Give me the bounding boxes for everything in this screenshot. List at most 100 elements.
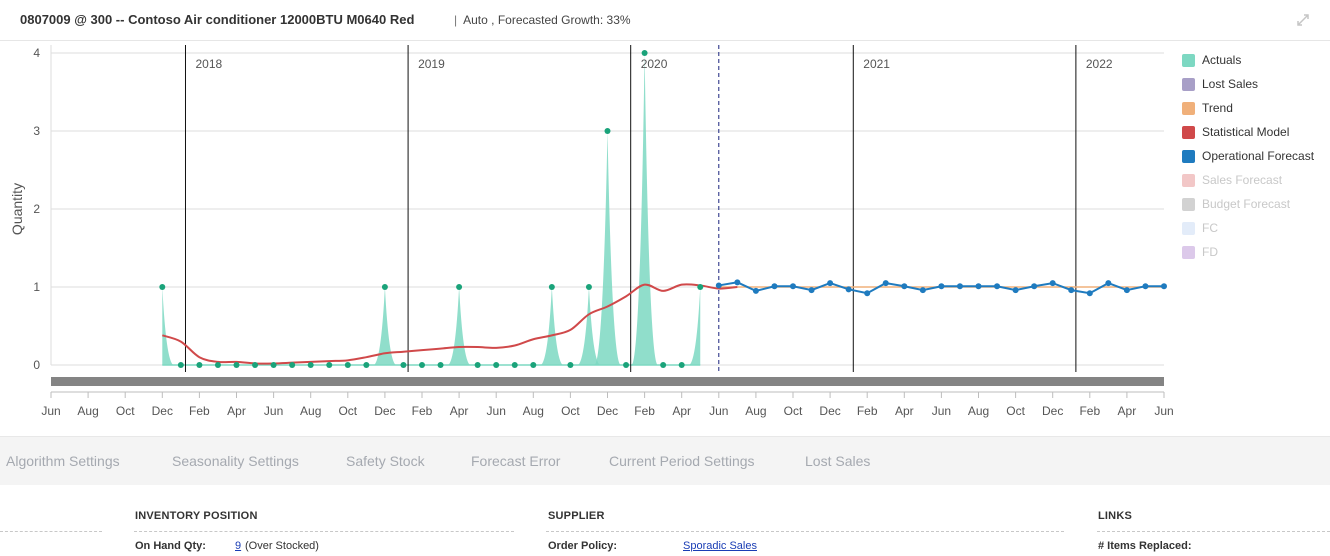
actuals-area-spike — [162, 287, 174, 365]
actuals-area-spike — [577, 287, 600, 365]
y-tick-label: 0 — [33, 358, 40, 372]
legend-label: Actuals — [1202, 53, 1242, 67]
legend-item[interactable]: FD — [1182, 244, 1330, 262]
on-hand-qty-label: On Hand Qty: — [135, 540, 206, 552]
x-tick-label: Jun — [41, 404, 60, 418]
actuals-point — [159, 284, 166, 290]
x-tick-label: Jun — [709, 404, 728, 418]
operational-forecast-point — [1142, 283, 1149, 290]
actuals-point — [196, 362, 203, 368]
x-tick-label: Jun — [1154, 404, 1173, 418]
x-tick-label: Aug — [745, 404, 766, 418]
on-hand-qty-link[interactable]: 9 — [235, 540, 242, 552]
x-tick-label: Apr — [895, 404, 914, 418]
legend-swatch — [1182, 102, 1195, 115]
actuals-point — [641, 50, 648, 56]
actuals-area-spike — [594, 131, 621, 365]
x-tick-label: Aug — [523, 404, 544, 418]
legend-label: Operational Forecast — [1202, 149, 1315, 163]
tab-forecast-error[interactable]: Forecast Error — [471, 453, 561, 469]
operational-forecast-point — [975, 283, 982, 290]
legend-item[interactable]: Statistical Model — [1182, 124, 1330, 142]
legend-swatch — [1182, 198, 1195, 211]
actuals-point — [456, 284, 463, 290]
actuals-area-spike — [540, 287, 563, 365]
y-axis-title: Quantity — [9, 183, 25, 235]
legend-swatch — [1182, 54, 1195, 67]
x-tick-label: Oct — [116, 404, 135, 418]
operational-forecast-point — [1049, 280, 1056, 287]
actuals-point — [660, 362, 667, 368]
tab-algorithm-settings[interactable]: Algorithm Settings — [6, 453, 120, 469]
tab-lost-sales[interactable]: Lost Sales — [805, 453, 871, 469]
operational-forecast-point — [1161, 283, 1167, 290]
actuals-area — [162, 53, 701, 366]
actuals-area-spike — [631, 53, 658, 365]
actuals-point — [548, 284, 555, 290]
x-tick-label: Aug — [968, 404, 989, 418]
on-hand-status: (Over Stocked) — [245, 540, 319, 552]
legend-label: FC — [1202, 221, 1218, 235]
actuals-point — [252, 362, 259, 368]
actuals-point — [233, 362, 240, 368]
actuals-point — [604, 128, 611, 134]
links-title: LINKS — [1098, 510, 1132, 522]
actuals-point — [530, 362, 537, 368]
x-tick-label: Oct — [1006, 404, 1025, 418]
operational-forecast-point — [994, 283, 1001, 290]
item-title: 0807009 @ 300 -- Contoso Air conditioner… — [20, 12, 415, 27]
actuals-point — [270, 362, 277, 368]
x-tick-label: Feb — [1079, 404, 1100, 418]
y-tick-label: 4 — [33, 46, 40, 60]
actuals-point — [437, 362, 444, 368]
year-label: 2021 — [863, 57, 890, 71]
legend-item[interactable]: Sales Forecast — [1182, 172, 1330, 190]
operational-forecast-point — [1105, 280, 1112, 287]
legend-label: FD — [1202, 245, 1218, 259]
operational-forecast-point — [1123, 287, 1130, 294]
year-label: 2022 — [1086, 57, 1113, 71]
x-tick-label: Aug — [300, 404, 321, 418]
operational-forecast-point — [901, 283, 908, 290]
operational-forecast-point — [938, 283, 945, 290]
x-tick-label: Dec — [1042, 404, 1063, 418]
x-tick-label: Dec — [597, 404, 618, 418]
legend-item[interactable]: FC — [1182, 220, 1330, 238]
year-label: 2019 — [418, 57, 445, 71]
actuals-point — [289, 362, 296, 368]
legend-swatch — [1182, 150, 1195, 163]
x-tick-label: Oct — [561, 404, 580, 418]
operational-forecast-point — [1012, 287, 1019, 294]
x-tick-label: Dec — [152, 404, 173, 418]
expand-icon[interactable] — [1296, 13, 1310, 27]
actuals-point — [678, 362, 685, 368]
tab-safety-stock[interactable]: Safety Stock — [346, 453, 425, 469]
inventory-position-title: INVENTORY POSITION — [135, 510, 258, 522]
section-divider — [0, 531, 102, 532]
actuals-point — [623, 362, 630, 368]
actuals-point — [493, 362, 500, 368]
y-axis: 0 1 2 3 4 Quantity — [9, 46, 40, 372]
operational-forecast-point — [956, 283, 963, 290]
y-tick-label: 2 — [33, 202, 40, 216]
order-policy-link[interactable]: Sporadic Sales — [683, 540, 757, 552]
series-points — [159, 50, 1167, 368]
operational-forecast-point — [752, 287, 759, 294]
operational-forecast-point — [808, 287, 815, 294]
legend-item[interactable]: Lost Sales — [1182, 76, 1330, 94]
tab-seasonality-settings[interactable]: Seasonality Settings — [172, 453, 299, 469]
legend-swatch — [1182, 246, 1195, 259]
legend-item[interactable]: Trend — [1182, 100, 1330, 118]
legend-item[interactable]: Operational Forecast — [1182, 148, 1330, 166]
tab-current-period-settings[interactable]: Current Period Settings — [609, 453, 755, 469]
actuals-point — [419, 362, 425, 368]
legend-item[interactable]: Budget Forecast — [1182, 196, 1330, 214]
x-tick-label: Feb — [189, 404, 210, 418]
x-tick-label: Apr — [450, 404, 469, 418]
legend-label: Sales Forecast — [1202, 173, 1283, 187]
legend-swatch — [1182, 126, 1195, 139]
legend-item[interactable]: Actuals — [1182, 52, 1330, 70]
forecast-subtitle: | Auto , Forecasted Growth: 33% — [454, 13, 631, 27]
actuals-point — [326, 362, 333, 368]
legend-swatch — [1182, 174, 1195, 187]
